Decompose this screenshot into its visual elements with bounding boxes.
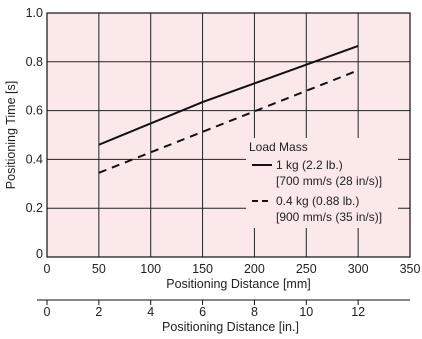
x-axis-title-inches: Positioning Distance [in.] <box>162 320 299 334</box>
series-line-04kg <box>98 69 359 174</box>
y-tick-labels: 0 0.2 0.4 0.6 0.8 1.0 <box>26 6 43 261</box>
x-tick-label: 350 <box>400 262 421 276</box>
y-tick-label: 0.8 <box>26 55 43 69</box>
legend-sub-04kg: [900 mm/s (35 in/s)] <box>276 210 382 224</box>
series-group <box>98 44 359 174</box>
legend-background <box>246 138 398 228</box>
secondary-x-axis-inches: 0 2 4 6 8 10 12 <box>37 299 410 319</box>
legend-sub-1kg: [700 mm/s (28 in/s)] <box>276 174 382 188</box>
x-tick-labels: 0 50 100 150 200 250 300 350 <box>44 262 421 276</box>
x-tick-label: 0 <box>44 262 51 276</box>
y-tick-label: 1.0 <box>26 6 43 20</box>
series-line-1kg <box>98 44 359 146</box>
x2-tick-label: 4 <box>147 305 154 319</box>
x2-tick-label: 8 <box>251 305 258 319</box>
legend-label-04kg: 0.4 kg (0.88 lb.) <box>276 194 359 208</box>
x-tick-label: 250 <box>296 262 317 276</box>
y-tick-label: 0.4 <box>26 152 43 166</box>
x2-tick-label: 2 <box>95 305 102 319</box>
x-tick-label: 50 <box>92 262 106 276</box>
x-tick-label: 200 <box>244 262 265 276</box>
x2-tick-label: 10 <box>299 305 313 319</box>
y-tick-label: 0.2 <box>26 201 43 215</box>
x2-tick-label: 6 <box>199 305 206 319</box>
y-tick-label: 0 <box>36 247 43 261</box>
legend: Load Mass 1 kg (2.2 lb.) [700 mm/s (28 i… <box>246 138 398 228</box>
x2-tick-label: 12 <box>351 305 365 319</box>
x-axis-title-mm: Positioning Distance [mm] <box>166 277 311 291</box>
x-tick-label: 150 <box>192 262 213 276</box>
x2-tick-label: 0 <box>44 305 51 319</box>
y-tick-label: 0.6 <box>26 104 43 118</box>
x-tick-label: 300 <box>348 262 369 276</box>
legend-title: Load Mass <box>249 140 308 154</box>
legend-label-1kg: 1 kg (2.2 lb.) <box>276 158 343 172</box>
x-tick-label: 100 <box>140 262 161 276</box>
plot-frame <box>46 12 411 258</box>
y-axis-title: Positioning Time [s] <box>4 81 18 189</box>
